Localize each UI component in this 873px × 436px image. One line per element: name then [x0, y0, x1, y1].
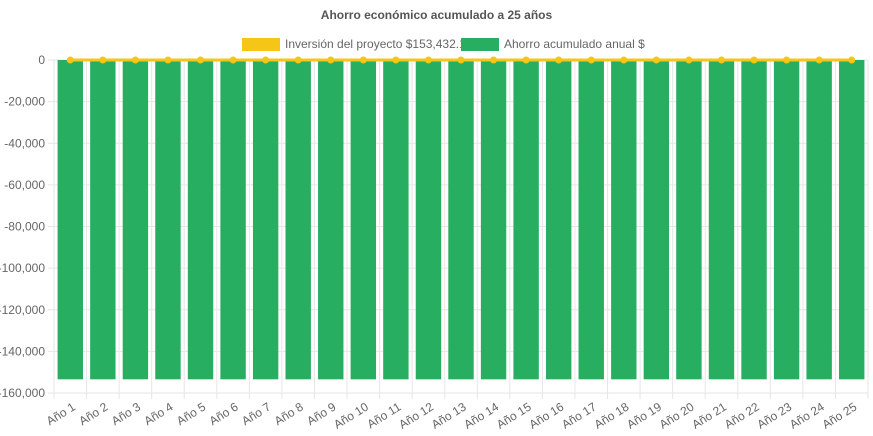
savings-bar[interactable] [773, 60, 800, 380]
legend-label-savings: Ahorro acumulado anual $ [504, 37, 645, 51]
savings-bar[interactable] [806, 60, 832, 380]
x-tick-label: Año 19 [624, 400, 664, 432]
chart-title: Ahorro económico acumulado a 25 años [321, 8, 553, 22]
investment-point[interactable] [490, 56, 498, 64]
legend-item-investment[interactable]: Inversión del proyecto $153,432.14 [242, 37, 473, 51]
legend: Inversión del proyecto $153,432.14 Ahorr… [242, 37, 645, 51]
gridlines [48, 59, 869, 399]
investment-point[interactable] [197, 56, 205, 64]
legend-item-savings[interactable]: Ahorro acumulado anual $ [461, 37, 645, 51]
savings-bar[interactable] [383, 60, 409, 380]
y-tick-label: -120,000 [0, 303, 45, 317]
savings-bar[interactable] [187, 60, 214, 380]
investment-point[interactable] [99, 56, 107, 64]
savings-bar[interactable] [90, 60, 116, 380]
savings-bar[interactable] [252, 60, 279, 380]
x-tick-label: Año 17 [559, 400, 599, 432]
savings-bar[interactable] [155, 60, 181, 380]
x-tick-label: Año 10 [331, 400, 371, 432]
legend-swatch-savings [461, 38, 499, 51]
x-tick-label: Año 2 [76, 399, 110, 428]
y-tick-label: -40,000 [4, 136, 45, 150]
x-tick-label: Año 7 [239, 399, 273, 428]
y-tick-label: -20,000 [4, 95, 45, 109]
x-tick-label: Año 4 [142, 399, 176, 428]
x-tick-label: Año 14 [461, 400, 501, 432]
x-tick-label: Año 13 [429, 400, 469, 432]
x-tick-label: Año 21 [689, 400, 729, 432]
y-axis: 0 -20,000 -40,000 -60,000 -80,000 -100,000 -12… [0, 53, 45, 400]
x-tick-label: Año 24 [787, 400, 827, 432]
savings-bar[interactable] [676, 60, 702, 380]
investment-point[interactable] [555, 56, 563, 64]
investment-point[interactable] [522, 56, 530, 64]
y-tick-label: -160,000 [0, 386, 45, 400]
investment-point[interactable] [457, 56, 465, 64]
bars-series [57, 60, 865, 380]
x-tick-label: Año 15 [494, 400, 534, 432]
investment-point[interactable] [783, 56, 791, 64]
investment-line-series [66, 56, 856, 64]
savings-bar[interactable] [839, 60, 865, 380]
investment-point[interactable] [66, 56, 74, 64]
investment-point[interactable] [652, 56, 660, 64]
x-tick-label: Año 18 [592, 400, 632, 432]
x-tick-label: Año 3 [109, 399, 143, 428]
x-tick-label: Año 20 [657, 400, 697, 432]
x-tick-label: Año 1 [44, 399, 78, 428]
investment-point[interactable] [685, 56, 693, 64]
investment-point[interactable] [229, 56, 237, 64]
investment-point[interactable] [424, 56, 432, 64]
y-tick-label: 0 [38, 53, 45, 67]
investment-point[interactable] [620, 56, 628, 64]
savings-bar[interactable] [220, 60, 246, 380]
y-tick-label: -80,000 [4, 220, 45, 234]
x-tick-label: Año 8 [272, 399, 306, 428]
investment-point[interactable] [359, 56, 367, 64]
savings-bar[interactable] [708, 60, 735, 380]
investment-point[interactable] [848, 56, 856, 64]
savings-bar[interactable] [415, 60, 442, 380]
savings-bar[interactable] [318, 60, 344, 380]
legend-swatch-investment [242, 38, 280, 51]
x-tick-label: Año 6 [207, 399, 241, 428]
x-tick-label: Año 16 [527, 400, 567, 432]
savings-bar[interactable] [448, 60, 474, 380]
savings-bar[interactable] [741, 60, 767, 380]
savings-bar[interactable] [57, 60, 83, 380]
savings-bar[interactable] [350, 60, 377, 380]
x-tick-label: Año 25 [820, 400, 860, 432]
y-tick-label: -60,000 [4, 178, 45, 192]
savings-bar[interactable] [611, 60, 637, 380]
savings-bar[interactable] [578, 60, 604, 380]
investment-point[interactable] [164, 56, 172, 64]
investment-point[interactable] [294, 56, 302, 64]
savings-bar[interactable] [285, 60, 311, 380]
x-tick-label: Año 12 [396, 400, 436, 432]
x-tick-label: Año 23 [755, 400, 795, 432]
savings-bar[interactable] [643, 60, 670, 380]
investment-point[interactable] [717, 56, 725, 64]
savings-bar[interactable] [545, 60, 572, 380]
x-tick-label: Año 11 [365, 400, 404, 432]
y-tick-label: -140,000 [0, 344, 45, 358]
investment-point[interactable] [131, 56, 139, 64]
x-tick-label: Año 5 [174, 399, 208, 428]
x-tick-label: Año 22 [722, 400, 762, 432]
investment-point[interactable] [327, 56, 335, 64]
y-tick-label: -100,000 [0, 261, 45, 275]
investment-point[interactable] [750, 56, 758, 64]
investment-point[interactable] [815, 56, 823, 64]
savings-bar[interactable] [122, 60, 149, 380]
investment-point[interactable] [262, 56, 270, 64]
legend-label-investment: Inversión del proyecto $153,432.14 [285, 37, 473, 51]
investment-point[interactable] [392, 56, 400, 64]
savings-bar[interactable] [480, 60, 507, 380]
investment-point[interactable] [587, 56, 595, 64]
savings-bar[interactable] [513, 60, 539, 380]
